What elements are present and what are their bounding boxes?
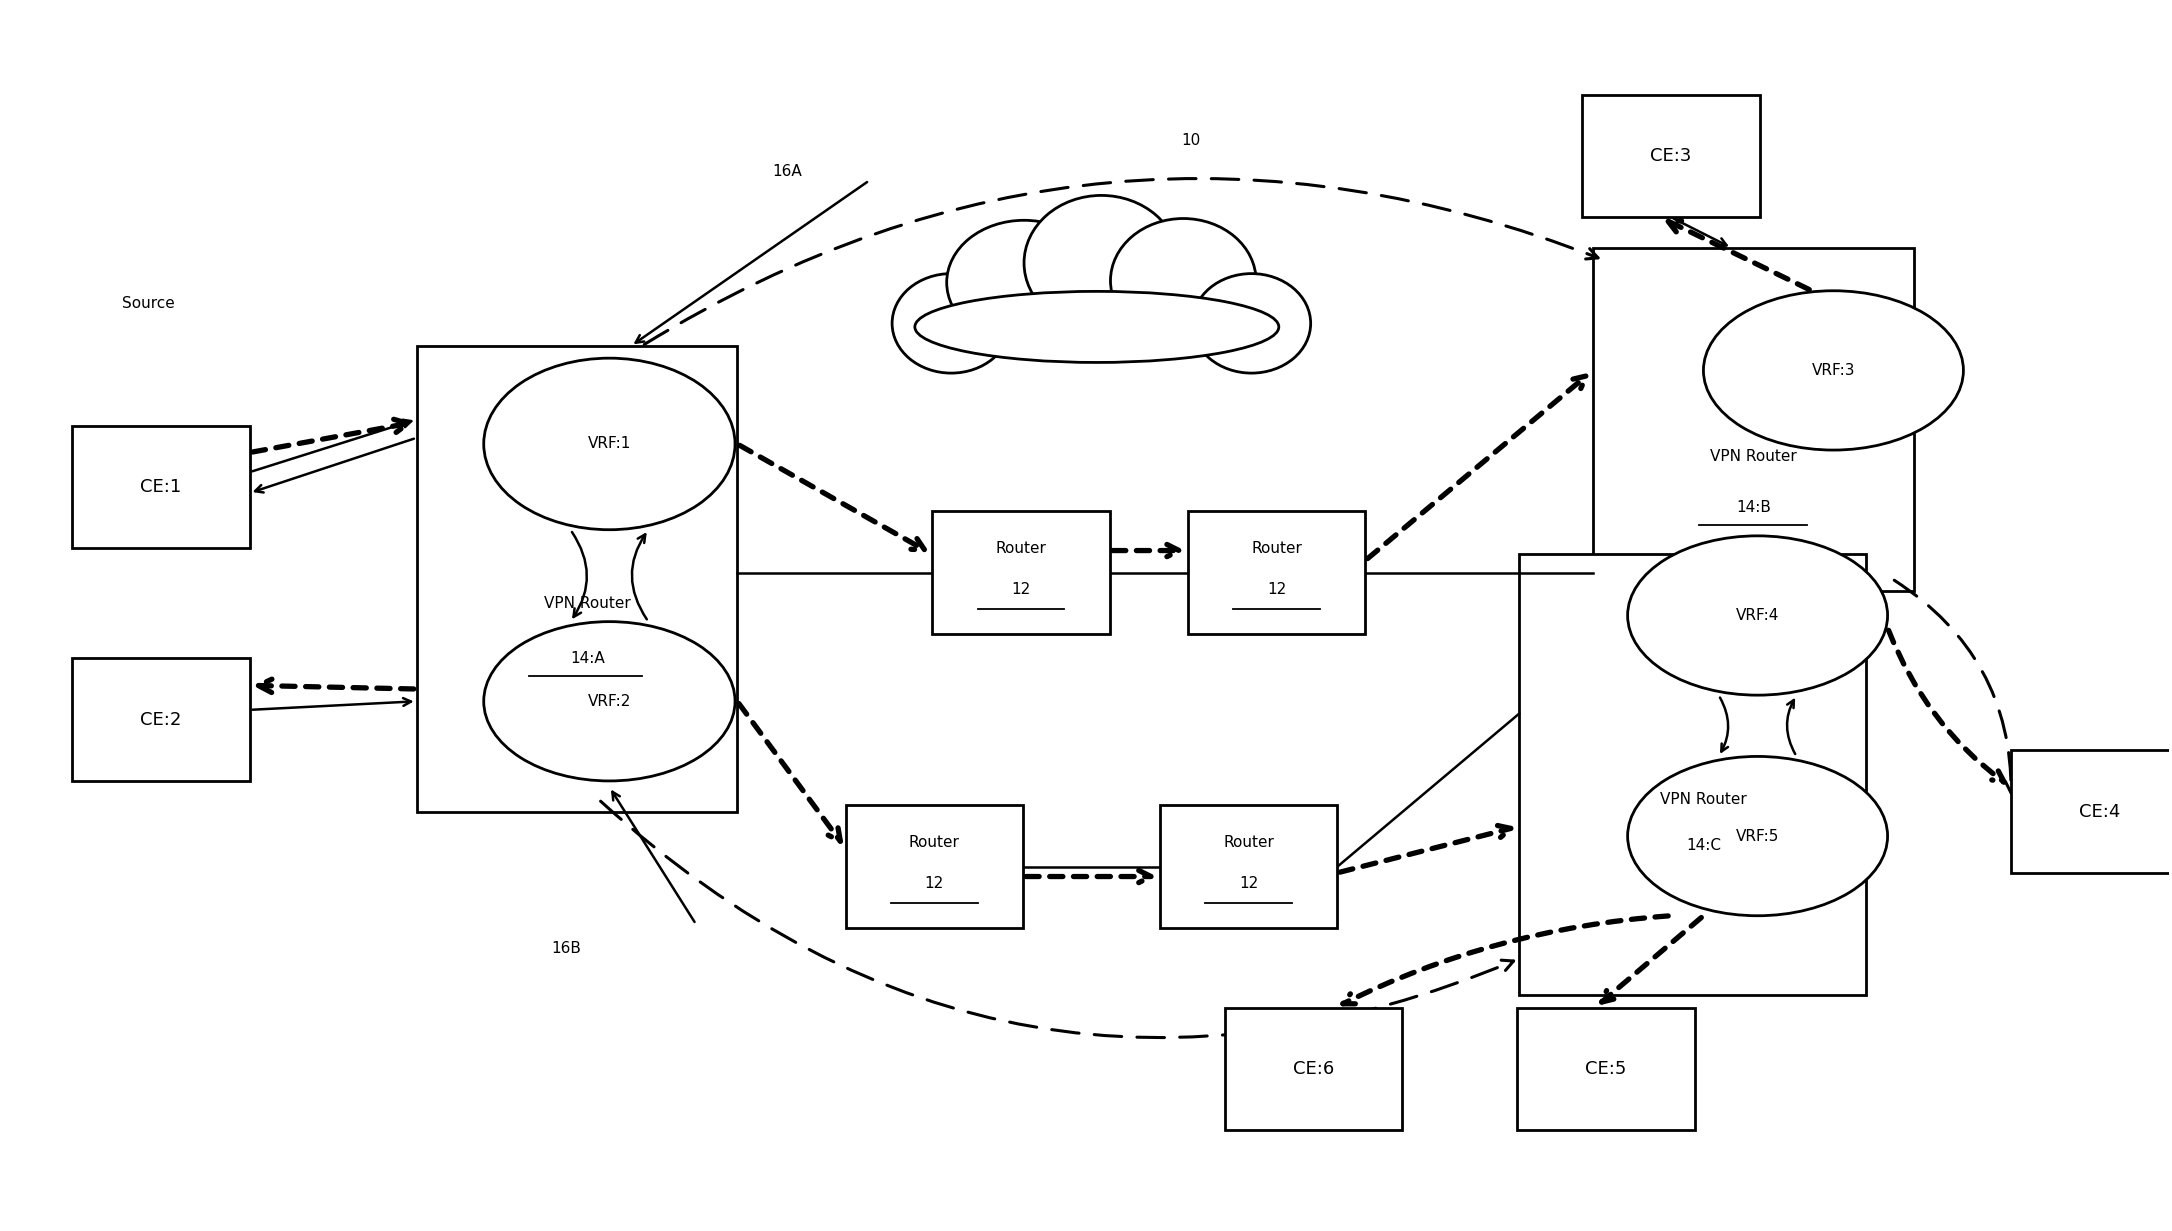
- Text: 12: 12: [1238, 876, 1258, 891]
- Ellipse shape: [1023, 196, 1179, 330]
- Bar: [1518, 554, 1866, 996]
- Text: Router: Router: [1223, 835, 1275, 849]
- Text: 10: 10: [1182, 133, 1201, 148]
- Text: VPN Router: VPN Router: [1659, 792, 1746, 806]
- Text: VRF:5: VRF:5: [1735, 828, 1779, 843]
- Ellipse shape: [1192, 273, 1310, 373]
- Text: VRF:3: VRF:3: [1811, 363, 1855, 378]
- Ellipse shape: [1703, 291, 1963, 451]
- Text: Router: Router: [995, 540, 1047, 555]
- Text: CE:2: CE:2: [141, 710, 182, 729]
- Text: 14:C: 14:C: [1685, 838, 1720, 853]
- Text: CE:6: CE:6: [1292, 1060, 1334, 1078]
- Text: 14:B: 14:B: [1735, 500, 1770, 515]
- Text: CE:5: CE:5: [1586, 1060, 1627, 1078]
- Ellipse shape: [1110, 219, 1255, 343]
- Text: Router: Router: [1251, 540, 1301, 555]
- Bar: [1516, 1008, 1694, 1130]
- Text: VRF:4: VRF:4: [1735, 608, 1779, 623]
- Ellipse shape: [947, 220, 1101, 345]
- Bar: [1160, 805, 1338, 928]
- Text: CE:4: CE:4: [2079, 803, 2120, 821]
- Bar: [1581, 95, 1759, 217]
- Text: CE:1: CE:1: [141, 478, 182, 496]
- Bar: [72, 426, 250, 548]
- Bar: [72, 659, 250, 780]
- Text: Source: Source: [122, 295, 174, 310]
- Bar: [1225, 1008, 1403, 1130]
- Text: 12: 12: [1266, 582, 1286, 597]
- Bar: [1592, 247, 1914, 591]
- Text: 12: 12: [925, 876, 945, 891]
- Text: 16B: 16B: [552, 942, 580, 956]
- Bar: [932, 511, 1110, 634]
- Ellipse shape: [484, 358, 734, 529]
- Ellipse shape: [1627, 535, 1887, 696]
- Text: 16A: 16A: [771, 165, 801, 180]
- Text: VPN Router: VPN Router: [1709, 448, 1796, 464]
- Text: CE:3: CE:3: [1651, 146, 1692, 165]
- Ellipse shape: [1627, 756, 1887, 916]
- Ellipse shape: [914, 292, 1279, 362]
- Bar: [1188, 511, 1366, 634]
- Bar: [417, 346, 736, 811]
- Text: 12: 12: [1012, 582, 1032, 597]
- Text: Router: Router: [908, 835, 960, 849]
- Text: VRF:1: VRF:1: [589, 437, 632, 452]
- Ellipse shape: [484, 622, 734, 780]
- Bar: [2011, 751, 2172, 873]
- Bar: [845, 805, 1023, 928]
- Text: VPN Router: VPN Router: [545, 596, 632, 611]
- Text: 14:A: 14:A: [571, 651, 606, 666]
- Ellipse shape: [893, 273, 1010, 373]
- Text: VRF:2: VRF:2: [589, 694, 632, 709]
